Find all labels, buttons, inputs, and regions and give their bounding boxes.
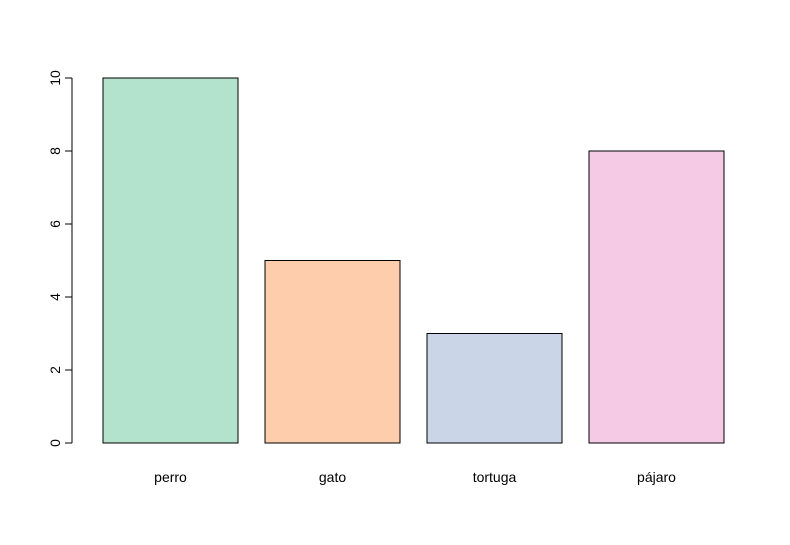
x-axis-labels: perro gato tortuga pájaro <box>154 469 676 485</box>
y-tick-label: 2 <box>47 366 63 374</box>
category-label: tortuga <box>473 469 517 485</box>
category-label: gato <box>319 469 346 485</box>
bar-tortuga <box>426 333 563 444</box>
y-tick-label: 0 <box>47 439 63 447</box>
bar-pájaro <box>588 150 725 444</box>
y-tick-label: 10 <box>47 70 63 86</box>
y-tick-label: 8 <box>47 147 63 155</box>
bars <box>102 77 725 444</box>
y-tick-label: 6 <box>47 220 63 228</box>
bar-gato <box>264 260 401 444</box>
y-axis: 0 2 4 6 8 10 <box>47 70 73 447</box>
category-label: perro <box>154 469 187 485</box>
bar-perro <box>102 77 239 444</box>
y-tick-label: 4 <box>47 293 63 301</box>
category-label: pájaro <box>637 469 676 485</box>
